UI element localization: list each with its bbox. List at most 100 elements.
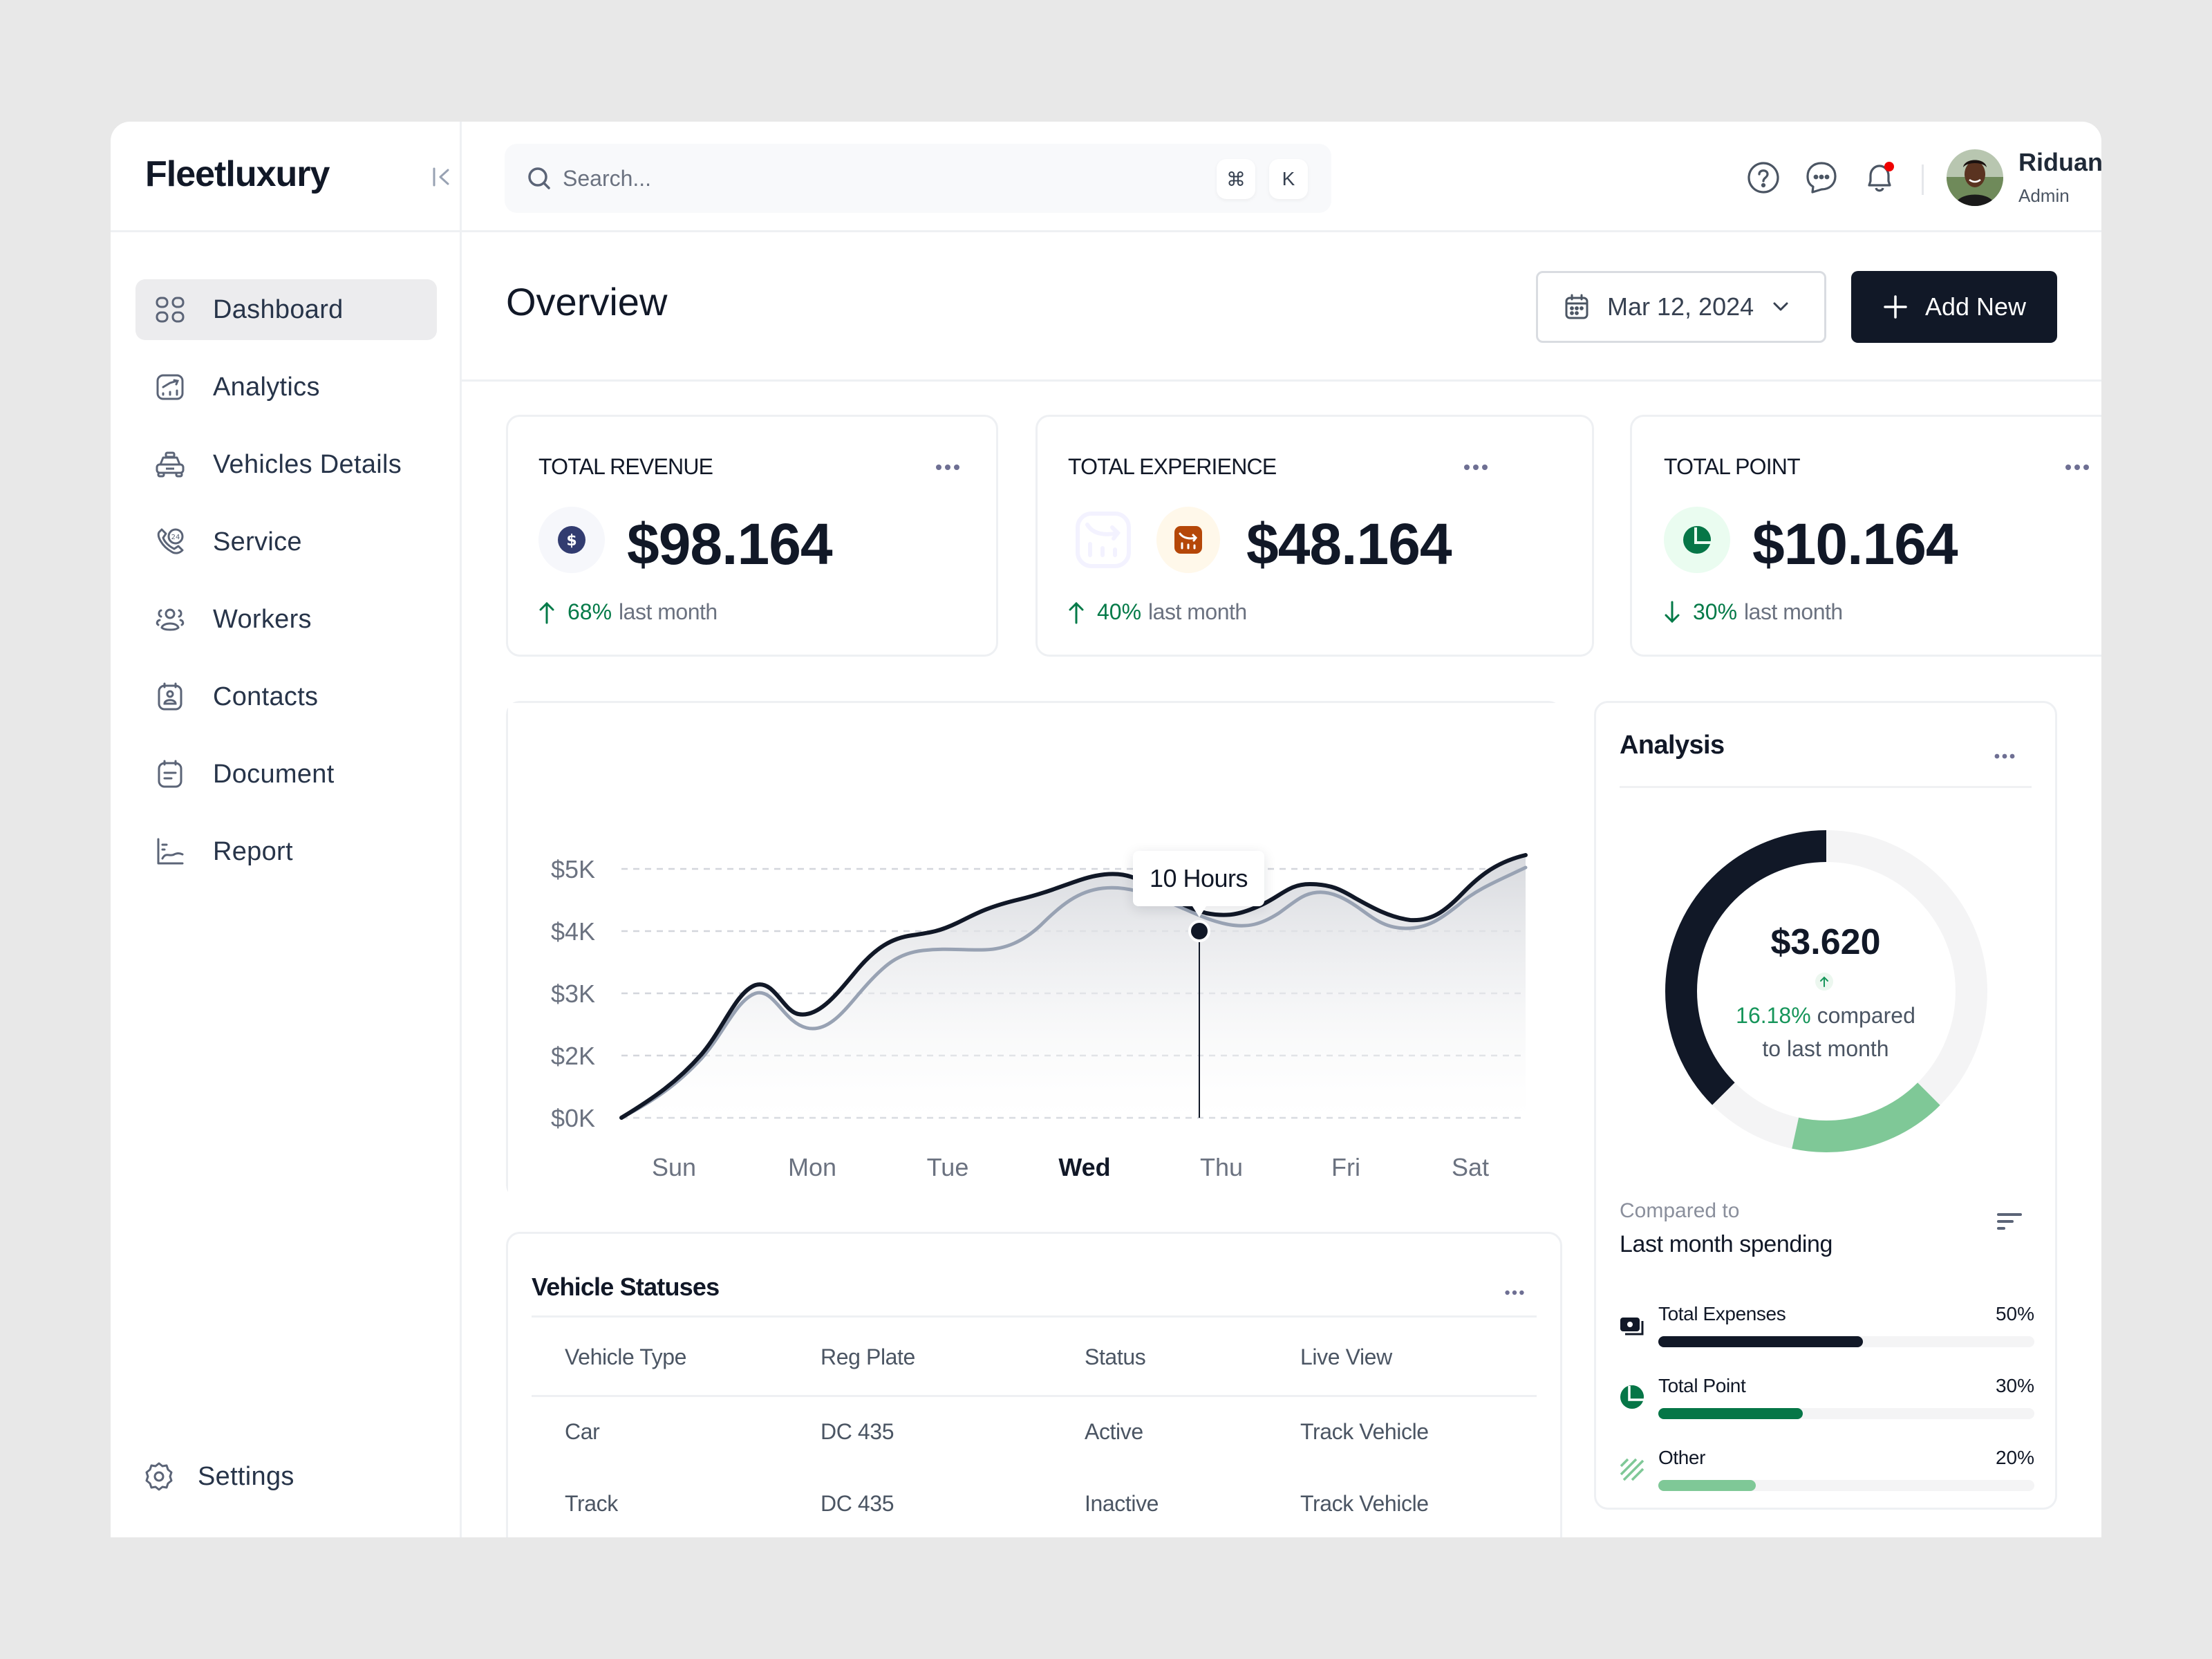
phone-24-icon: 24 [157,528,184,554]
sidebar-item-label: Contacts [213,682,319,711]
avatar[interactable] [1947,149,2003,206]
stat-value: $98.164 [627,512,833,577]
more-options-icon[interactable] [1462,462,1490,472]
sidebar-item-label: Analytics [213,372,320,402]
sidebar-item-contacts[interactable]: Contacts [135,666,437,727]
sidebar-item-label: Workers [213,604,312,634]
topbar: ⌘ K Riduan Admin [462,122,2101,232]
search-bar[interactable]: ⌘ K [505,144,1331,213]
topbar-divider [1922,165,1924,195]
add-new-button[interactable]: Add New [1851,271,2057,343]
sidebar-item-report[interactable]: Report [135,821,437,882]
cell-vehicle-type: Track [565,1491,618,1516]
user-role: Admin [2018,185,2070,206]
track-vehicle-link[interactable]: Track Vehicle [1300,1419,1429,1444]
series-current-area [621,855,1526,1118]
sidebar-item-analytics[interactable]: Analytics [135,357,437,418]
analysis-card: Analysis $3.620 16.18% compared to last … [1594,701,2057,1510]
cell-reg-plate: DC 435 [821,1419,894,1444]
sidebar-item-service[interactable]: 24 Service [135,512,437,572]
date-picker-button[interactable]: Mar 12, 2024 [1536,271,1826,343]
analysis-donut-chart[interactable] [1664,829,1989,1154]
trend-label: last month [619,599,718,624]
user-name[interactable]: Riduan [2018,148,2101,176]
svg-text:Mon: Mon [788,1153,836,1181]
revenue-chart-series: Sun Mon Tue Wed Thu Fri Sat [619,853,1528,1181]
cell-status: Inactive [1085,1491,1159,1516]
divider [532,1395,1537,1397]
stat-value: $10.164 [1752,512,1958,577]
spending-name: Other [1658,1447,1706,1468]
brand-logo: Fleetluxury [145,154,330,194]
chat-icon[interactable] [1804,160,1839,195]
stat-card-total-point: TOTAL POINT $10.164 30% last month [1630,415,2101,657]
sidebar: Fleetluxury Dashboard Analytics [111,122,462,1537]
stat-title: TOTAL REVENUE [538,454,713,479]
help-icon[interactable] [1746,160,1781,195]
grid-icon [156,297,185,323]
app-window: Fleetluxury Dashboard Analytics [111,122,2101,1537]
contact-card-icon [158,682,182,711]
x-axis: Sun Mon Tue Wed Thu Fri Sat [652,1153,1489,1181]
column-header-live-view[interactable]: Live View [1300,1344,1392,1369]
sidebar-item-workers[interactable]: Workers [135,589,437,650]
more-options-icon[interactable] [2063,462,2091,472]
more-options-icon[interactable] [934,462,962,472]
track-vehicle-link[interactable]: Track Vehicle [1300,1491,1429,1516]
revenue-chart[interactable]: $5K $4K $3K $2K $0K [508,703,1564,1201]
sort-filter-icon[interactable] [1996,1212,2023,1234]
vehicle-statuses-title: Vehicle Statuses [532,1273,720,1301]
column-header-vehicle-type[interactable]: Vehicle Type [565,1344,687,1369]
search-input[interactable] [563,165,1116,191]
stat-card-total-revenue: TOTAL REVENUE $ $98.164 68% last month [506,415,998,657]
progress-fill [1658,1336,1864,1347]
sidebar-item-label: Document [213,759,335,789]
stat-trend: 68% last month [538,599,718,625]
revenue-card: Your Revenue $23.456.09 This week [506,701,1564,1201]
svg-text:Sat: Sat [1452,1153,1489,1181]
search-icon [528,167,550,189]
svg-text:$5K: $5K [551,855,595,883]
column-header-status[interactable]: Status [1085,1344,1146,1369]
svg-text:$2K: $2K [551,1042,595,1070]
divider [1620,786,2032,788]
stat-trend: 40% last month [1068,599,1247,625]
svg-text:Sun: Sun [652,1153,696,1181]
spending-percent: 50% [1995,1303,2034,1324]
spending-row-other: Other 20% [1620,1447,2034,1502]
pie-icon [1683,526,1712,554]
svg-text:$: $ [566,532,577,550]
sidebar-nav: Dashboard Analytics Vehicles Details [135,279,437,899]
divider [532,1315,1537,1318]
car-icon [156,451,185,478]
trend-label: last month [1148,599,1247,624]
progress-track [1658,1336,2034,1347]
stat-value: $48.164 [1246,512,1452,577]
stat-card-total-experience: TOTAL EXPERIENCE $48.164 40% last month [1035,415,1594,657]
column-header-reg-plate[interactable]: Reg Plate [821,1344,915,1369]
sidebar-item-dashboard[interactable]: Dashboard [135,279,437,340]
settings-label: Settings [198,1461,294,1491]
arrow-down-icon [1665,601,1680,623]
cell-status: Active [1085,1419,1143,1444]
chart-tooltip: 10 Hours [1133,851,1264,917]
notification-bell-icon[interactable] [1862,160,1897,195]
analytics-icon [156,374,184,400]
more-options-icon[interactable] [1503,1288,1526,1297]
svg-text:24: 24 [171,534,180,541]
more-options-icon[interactable] [1993,751,2016,761]
svg-text:$4K: $4K [551,917,595,946]
progress-track [1658,1480,2034,1491]
sidebar-item-document[interactable]: Document [135,744,437,805]
arrow-up-icon [1815,973,1833,991]
chart-down-ghost-icon [1076,512,1131,568]
sidebar-item-vehicles-details[interactable]: Vehicles Details [135,434,437,495]
analysis-change-pct: 16.18% [1736,1003,1811,1028]
compared-label: Compared to [1620,1199,1740,1222]
collapse-sidebar-icon[interactable] [431,165,452,189]
sidebar-item-settings[interactable]: Settings [144,1461,294,1492]
shortcut-k-key: K [1269,159,1308,199]
svg-text:Fri: Fri [1331,1153,1360,1181]
spending-row-total-expenses: Total Expenses 50% [1620,1303,2034,1358]
stat-icon-wrap [1664,507,1730,573]
